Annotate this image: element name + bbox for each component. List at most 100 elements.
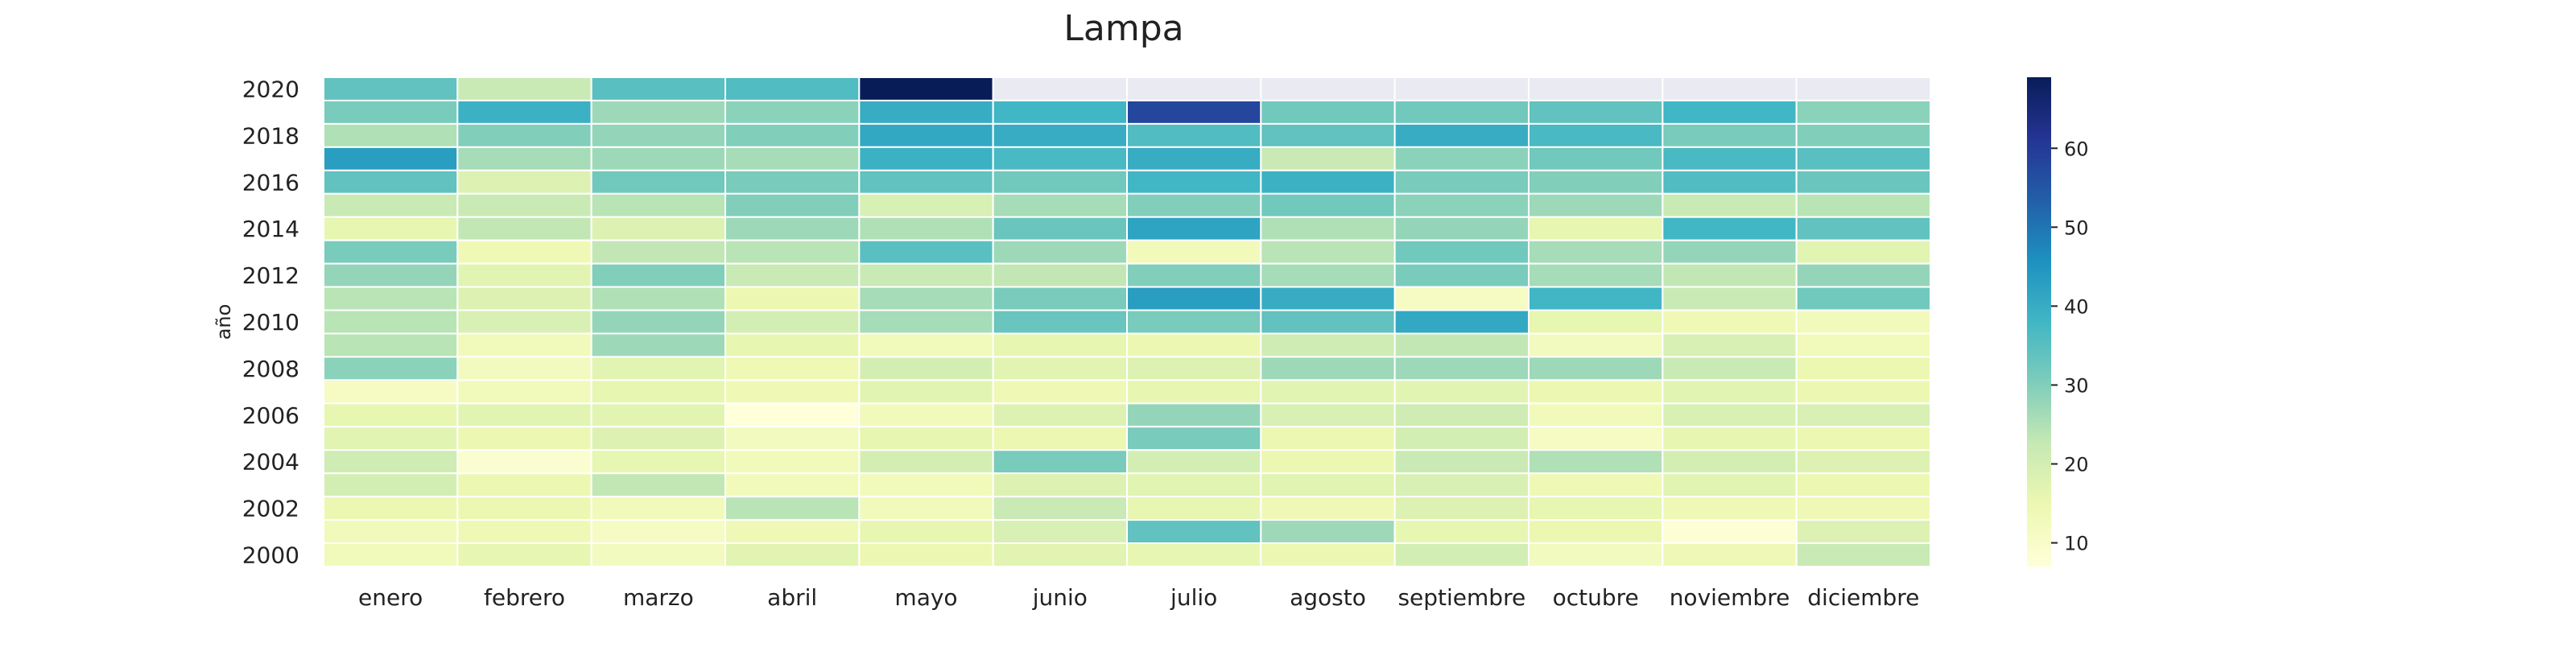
heatmap-cell [590,216,727,241]
heatmap-cell [1126,332,1262,358]
heatmap-cell [323,99,459,125]
heatmap-cell [1126,472,1262,498]
heatmap-cell [1126,192,1262,218]
heatmap-cell [1795,216,1932,241]
heatmap-cell [1260,496,1396,521]
heatmap-cell [323,472,459,498]
heatmap-cell [858,472,994,498]
colorbar-gradient [2027,77,2051,567]
heatmap-cell [1126,356,1262,381]
heatmap-cell [1393,262,1530,288]
heatmap-cell [1662,146,1798,171]
heatmap-cell [323,519,459,545]
heatmap-cell [456,262,592,288]
heatmap-cell [1528,449,1664,475]
heatmap-cell [1393,402,1530,428]
heatmap-cell [1393,146,1530,171]
heatmap-cell [323,332,459,358]
heatmap-cell [858,542,994,567]
y-tick-label: 2012 [242,262,299,289]
heatmap-cell [1795,76,1932,101]
y-tick-label: 2002 [242,496,299,522]
heatmap-cell [456,542,592,567]
heatmap-cell [590,519,727,545]
heatmap-cell [992,309,1128,335]
heatmap-cell [590,122,727,148]
heatmap-cell [1662,426,1798,451]
heatmap-cell [1662,192,1798,218]
heatmap-cell [1795,332,1932,358]
heatmap-cell [724,379,861,405]
heatmap-cell [456,76,592,101]
heatmap-cell [590,402,727,428]
y-tick-label: 2014 [242,216,299,242]
heatmap-cell [858,239,994,265]
heatmap-cell [323,426,459,451]
heatmap-cell [1795,286,1932,311]
heatmap-cell [456,216,592,241]
y-tick-labels: 2020 2018 2016 2014 2012 2010 2008 2006 2004 2002… [242,76,299,568]
heatmap-cell [1126,519,1262,545]
heatmap-cell [1260,216,1396,241]
heatmap-cell [1126,169,1262,195]
heatmap-cell [590,356,727,381]
heatmap-cell [1260,542,1396,567]
heatmap-cell [323,122,459,148]
heatmap-cell [858,356,994,381]
heatmap-cell [323,192,459,218]
heatmap-cell [1662,449,1798,475]
heatmap-cell [858,99,994,125]
heatmap-cell [1662,262,1798,288]
x-tick-label: julio [1170,584,1217,611]
heatmap-cell [1393,216,1530,241]
heatmap-cell [1795,309,1932,335]
heatmap-cell [1528,262,1664,288]
heatmap-cell [992,216,1128,241]
heatmap-cell [724,239,861,265]
heatmap-cell [1795,239,1932,265]
heatmap-cell [1795,146,1932,171]
heatmap-cell [992,146,1128,171]
heatmap-cell [992,239,1128,265]
heatmap-cell [323,262,459,288]
heatmap-cell [1393,192,1530,218]
heatmap-cell [456,309,592,335]
heatmap-cell [858,262,994,288]
heatmap-cell [992,519,1128,545]
heatmap-cell [1393,309,1530,335]
heatmap-cell [992,286,1128,311]
heatmap-cell [724,426,861,451]
heatmap-cell [1393,286,1530,311]
heatmap-cell [992,192,1128,218]
heatmap-cell [323,379,459,405]
heatmap-cell [1260,122,1396,148]
heatmap-cell [1393,169,1530,195]
heatmap-cell [456,402,592,428]
heatmap-cell [1528,216,1664,241]
heatmap-cell [323,542,459,567]
y-axis-label: año [213,304,235,340]
heatmap-cell [1528,426,1664,451]
heatmap-cell [323,449,459,475]
heatmap-cell [858,379,994,405]
heatmap-cell [1260,379,1396,405]
heatmap-cell [1528,356,1664,381]
x-tick-label: febrero [484,584,565,611]
x-tick-label: diciembre [1807,584,1919,611]
heatmap-cell [456,169,592,195]
heatmap-cell [590,146,727,171]
heatmap-cell [1260,309,1396,335]
colorbar: 10 20 30 40 50 60 [2027,77,2089,567]
heatmap-cell [590,542,727,567]
heatmap-cell [1260,356,1396,381]
heatmap-cell [456,192,592,218]
heatmap-cell [724,309,861,335]
heatmap-cell [992,379,1128,405]
heatmap-cell [1528,519,1664,545]
heatmap-cell [1528,122,1664,148]
heatmap-cell [1126,216,1262,241]
heatmap-cell [858,496,994,521]
heatmap-cell [1528,496,1664,521]
heatmap-cell [323,286,459,311]
